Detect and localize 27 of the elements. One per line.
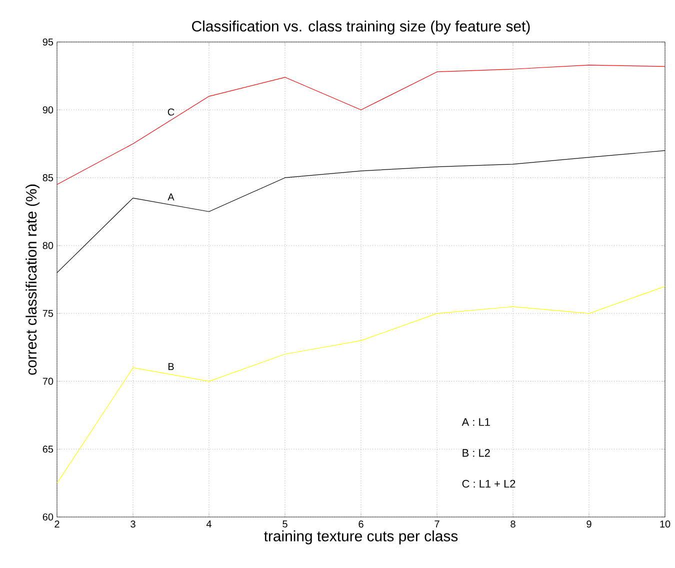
x-axis-title: training texture cuts per class xyxy=(264,530,458,544)
x-tick-label: 4 xyxy=(206,520,212,528)
y-tick-label: 85 xyxy=(42,174,54,182)
y-tick-label: 95 xyxy=(42,38,54,46)
y-tick-label: 60 xyxy=(42,513,54,521)
x-tick-label: 3 xyxy=(130,520,136,528)
x-tick-label: 8 xyxy=(510,520,516,528)
annotation: B : L2 xyxy=(462,449,490,457)
y-tick-label: 80 xyxy=(42,242,54,250)
y-tick-label: 75 xyxy=(42,310,54,317)
y-tick-label: 65 xyxy=(42,446,54,453)
y-tick-label: 90 xyxy=(42,106,54,114)
x-tick-label: 5 xyxy=(282,520,288,528)
x-tick-label: 7 xyxy=(434,520,440,528)
series-label: C xyxy=(168,108,174,116)
annotation: C : L1 + L2 xyxy=(462,480,516,488)
x-tick-label: 2 xyxy=(54,520,60,528)
annotation: A : L1 xyxy=(462,418,490,426)
chart-title: Classification vs. class training size (by feature set) xyxy=(192,20,530,34)
x-tick-label: 10 xyxy=(660,520,670,528)
y-tick-label: 70 xyxy=(42,378,54,385)
x-tick-label: 9 xyxy=(586,520,592,528)
line-series xyxy=(56,64,666,185)
series-label: A xyxy=(168,193,174,200)
x-tick-label: 6 xyxy=(358,520,364,528)
series-label: B xyxy=(168,363,174,370)
y-axis-title: correct classification rate (%) xyxy=(26,184,40,375)
